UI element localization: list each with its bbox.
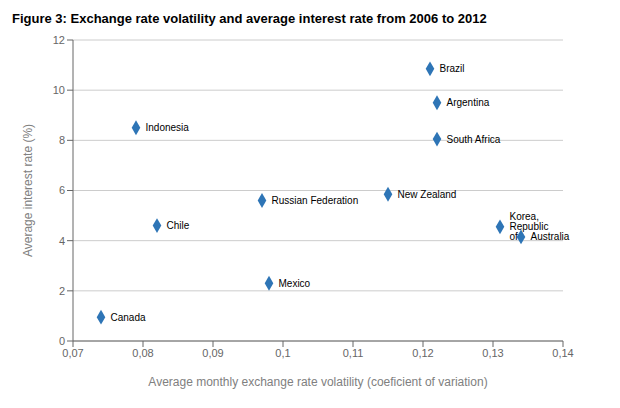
svg-text:0,09: 0,09 [202, 347, 223, 359]
svg-text:10: 10 [53, 84, 65, 96]
svg-text:4: 4 [59, 235, 65, 247]
svg-text:New Zealand: New Zealand [398, 189, 457, 200]
svg-text:0,12: 0,12 [412, 347, 433, 359]
svg-text:8: 8 [59, 134, 65, 146]
svg-text:Canada: Canada [111, 312, 146, 323]
svg-text:0,1: 0,1 [275, 347, 290, 359]
svg-text:Average monthly exchange rate: Average monthly exchange rate volatility… [148, 375, 487, 389]
svg-text:12: 12 [53, 34, 65, 46]
svg-text:Australia: Australia [531, 231, 570, 242]
svg-text:0,11: 0,11 [343, 347, 364, 359]
svg-text:Mexico: Mexico [279, 278, 311, 289]
svg-text:Brazil: Brazil [440, 63, 465, 74]
html-text:of: of [509, 231, 518, 243]
svg-text:0,07: 0,07 [62, 347, 83, 359]
svg-text:0,14: 0,14 [552, 347, 573, 359]
svg-text:6: 6 [59, 184, 65, 196]
svg-text:Indonesia: Indonesia [146, 122, 190, 133]
html-text:Korea,: Korea, [509, 211, 539, 223]
svg-text:Average interest rate (%): Average interest rate (%) [21, 124, 35, 257]
html-text:Republic: Republic [509, 221, 549, 233]
html-text:Figure 3: Exchange rate volati: Figure 3: Exchange rate volatility and a… [12, 11, 487, 26]
svg-text:Chile: Chile [167, 220, 190, 231]
svg-text:South Africa: South Africa [447, 134, 501, 145]
svg-text:Argentina: Argentina [447, 97, 490, 108]
svg-text:0: 0 [59, 335, 65, 347]
svg-text:Russian Federation: Russian Federation [272, 195, 359, 206]
svg-text:0,08: 0,08 [132, 347, 153, 359]
svg-text:0,13: 0,13 [482, 347, 503, 359]
svg-text:2: 2 [59, 285, 65, 297]
